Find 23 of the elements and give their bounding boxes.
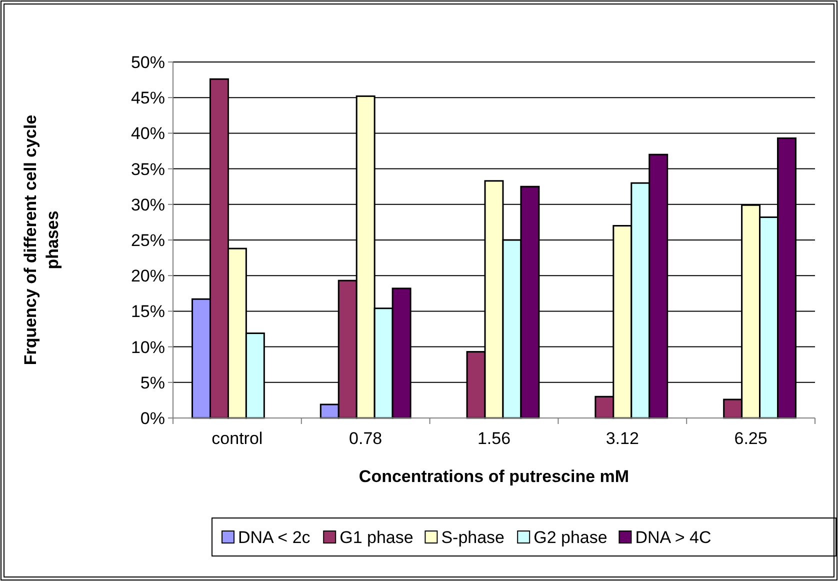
legend-label: G1 phase: [340, 528, 414, 547]
x-tick-label: control: [212, 429, 263, 448]
y-tick-label: 30%: [130, 195, 165, 214]
y-tick-label: 35%: [130, 160, 165, 179]
y-tick-label: 25%: [130, 230, 165, 250]
x-tick-label: 6.25: [734, 429, 768, 448]
y-tick-label: 45%: [130, 88, 165, 108]
legend-label: S-phase: [441, 528, 505, 547]
y-tick-label: 5%: [140, 373, 165, 392]
y-tick-label: 15%: [130, 302, 165, 322]
y-tick-label: 40%: [130, 124, 165, 144]
y-tick-label: 0%: [140, 408, 165, 428]
y-axis-title: Frquency of different cell cycle phases: [21, 114, 62, 366]
x-tick-label: 0.78: [349, 429, 382, 448]
x-tick-label: 1.56: [477, 429, 511, 448]
x-tick-label: 3.12: [606, 429, 639, 448]
y-tick-label: 20%: [130, 266, 165, 286]
legend-label: G2 phase: [534, 528, 608, 547]
x-axis-title: Concentrations of putrescine mM: [358, 467, 630, 486]
legend-label: DNA > 4C: [635, 528, 712, 547]
y-tick-label: 10%: [130, 338, 165, 357]
legend-label: DNA < 2c: [238, 528, 311, 547]
y-tick-label: 50%: [130, 52, 165, 72]
